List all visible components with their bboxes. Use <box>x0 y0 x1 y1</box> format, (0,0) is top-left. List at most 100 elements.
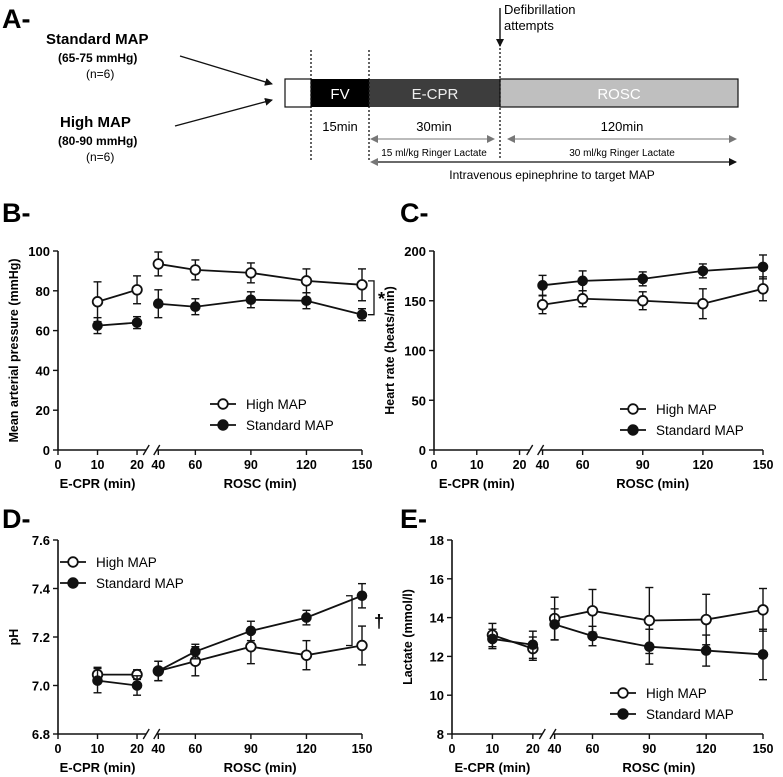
y-tick-label: 12 <box>430 649 444 664</box>
panel-a-letter: A- <box>2 4 31 34</box>
x-axis-break-mark <box>526 444 534 456</box>
defibrillation-label-2: attempts <box>504 18 554 33</box>
x-tick-label: 90 <box>636 458 650 472</box>
y-tick-label: 40 <box>36 363 50 378</box>
y-tick-label: 0 <box>419 443 426 458</box>
x-tick-label: 120 <box>296 458 317 472</box>
high-map-data-point <box>697 298 709 310</box>
x-tick-label: 0 <box>431 458 438 472</box>
high-map-data-point <box>757 604 769 616</box>
standard-map-series-line <box>542 266 764 287</box>
y-tick-label: 14 <box>430 611 445 626</box>
x-tick-label: 150 <box>753 742 774 756</box>
x-tick-label: 10 <box>91 742 105 756</box>
x-tick-label: 60 <box>586 742 600 756</box>
ecpr-duration: 30min <box>416 119 451 134</box>
x-tick-label: 60 <box>188 742 202 756</box>
x-tick-label: 60 <box>576 458 590 472</box>
y-tick-label: 100 <box>28 244 50 259</box>
x-axis-label-ecpr: E-CPR (min) <box>439 476 515 491</box>
high-map-series-line <box>542 287 764 306</box>
chart-ph: D- 6.8 7.0 7.2 7.4 7.6 pH 0 10 20 40 60 90 120 150 E-CP… <box>2 504 384 775</box>
y-tick-label: 20 <box>36 403 50 418</box>
standard-map-data-point <box>577 275 588 287</box>
legend-high-map-label: High MAP <box>246 397 307 412</box>
significance-marker: * <box>378 289 385 309</box>
significance-bracket <box>368 280 375 316</box>
x-tick-label: 0 <box>55 458 62 472</box>
ecpr-label: E-CPR <box>412 86 459 103</box>
x-axis-break-mark <box>537 444 545 456</box>
x-axis-label-rosc: ROSC (min) <box>224 476 297 491</box>
standard-map-data-point <box>700 645 712 656</box>
rosc-fluid-label: 30 ml/kg Ringer Lactate <box>569 148 675 159</box>
high-map-data-point <box>586 605 599 617</box>
high-map-series-line <box>158 263 363 286</box>
y-tick-label: 18 <box>430 533 444 548</box>
x-axis-label-ecpr: E-CPR (min) <box>60 476 136 491</box>
standard-map-data-point <box>301 295 312 307</box>
x-tick-label: 0 <box>55 742 62 756</box>
y-tick-label: 6.8 <box>32 727 50 742</box>
y-axis-label: Heart rate (beats/min) <box>383 286 397 415</box>
high-map-series-line <box>554 608 764 622</box>
standard-map-data-point <box>637 273 649 285</box>
x-tick-label: 20 <box>526 742 540 756</box>
rosc-duration: 120min <box>601 119 644 134</box>
timeline-baseline <box>284 78 312 108</box>
x-tick-label: 90 <box>642 742 656 756</box>
ecpr-fluid-label: 15 ml/kg Ringer Lactate <box>381 148 487 159</box>
standard-map-series-line <box>158 298 363 316</box>
standard-map-series-line <box>97 321 138 327</box>
x-tick-label: 120 <box>692 458 713 472</box>
fv-duration: 15min <box>322 119 357 134</box>
x-tick-label: 40 <box>536 458 550 472</box>
standard-map-data-point <box>190 301 201 313</box>
y-tick-label: 10 <box>430 688 444 703</box>
high-map-n: (n=6) <box>86 150 114 164</box>
x-axis-break-mark <box>142 728 150 740</box>
y-tick-label: 100 <box>404 344 426 359</box>
chart-heart-rate: C- 0 50 100 150 200 Heart rate (beats/min) 0 10 2… <box>383 198 773 491</box>
panel-a: A- Standard MAP (65-75 mmHg) (n=6) High … <box>2 2 739 182</box>
x-tick-label: 20 <box>513 458 527 472</box>
high-map-data-point <box>643 614 656 627</box>
high-map-data-point <box>637 295 649 307</box>
x-tick-label: 120 <box>696 742 717 756</box>
standard-map-data-point <box>92 320 103 331</box>
y-tick-label: 7.0 <box>32 679 50 694</box>
standard-map-series-line <box>554 623 764 656</box>
legend-standard-map-marker <box>627 424 639 436</box>
y-tick-label: 150 <box>404 294 426 309</box>
y-tick-label: 50 <box>412 393 426 408</box>
standard-map-data-point <box>487 633 498 645</box>
x-tick-label: 120 <box>296 742 317 756</box>
high-map-series-line <box>97 288 138 303</box>
legend-standard-map-marker <box>67 577 79 589</box>
panel-letter: C- <box>400 198 429 228</box>
standard-map-data-point <box>356 309 368 320</box>
standard-map-series-line <box>492 638 533 646</box>
y-tick-label: 200 <box>404 244 426 259</box>
x-tick-label: 20 <box>130 742 144 756</box>
y-tick-label: 7.2 <box>32 630 50 645</box>
x-tick-label: 20 <box>130 458 144 472</box>
y-tick-label: 16 <box>430 572 444 587</box>
standard-map-series-line <box>157 594 363 672</box>
y-axis-label: pH <box>7 629 21 646</box>
legend-standard-map-label: Standard MAP <box>656 423 744 438</box>
fv-label: FV <box>330 86 349 103</box>
defibrillation-label-1: Defibrillation <box>504 2 576 17</box>
standard-map-data-point <box>131 680 143 691</box>
panel-letter: B- <box>2 198 31 228</box>
x-tick-label: 10 <box>470 458 484 472</box>
standard-map-data-point <box>697 265 709 277</box>
high-map-data-point <box>356 639 368 652</box>
legend-standard-map-label: Standard MAP <box>646 707 734 722</box>
x-tick-label: 90 <box>244 458 258 472</box>
standard-map-range: (65-75 mmHg) <box>58 51 137 65</box>
legend-high-map-label: High MAP <box>646 686 707 701</box>
x-axis-break-mark <box>153 444 161 456</box>
